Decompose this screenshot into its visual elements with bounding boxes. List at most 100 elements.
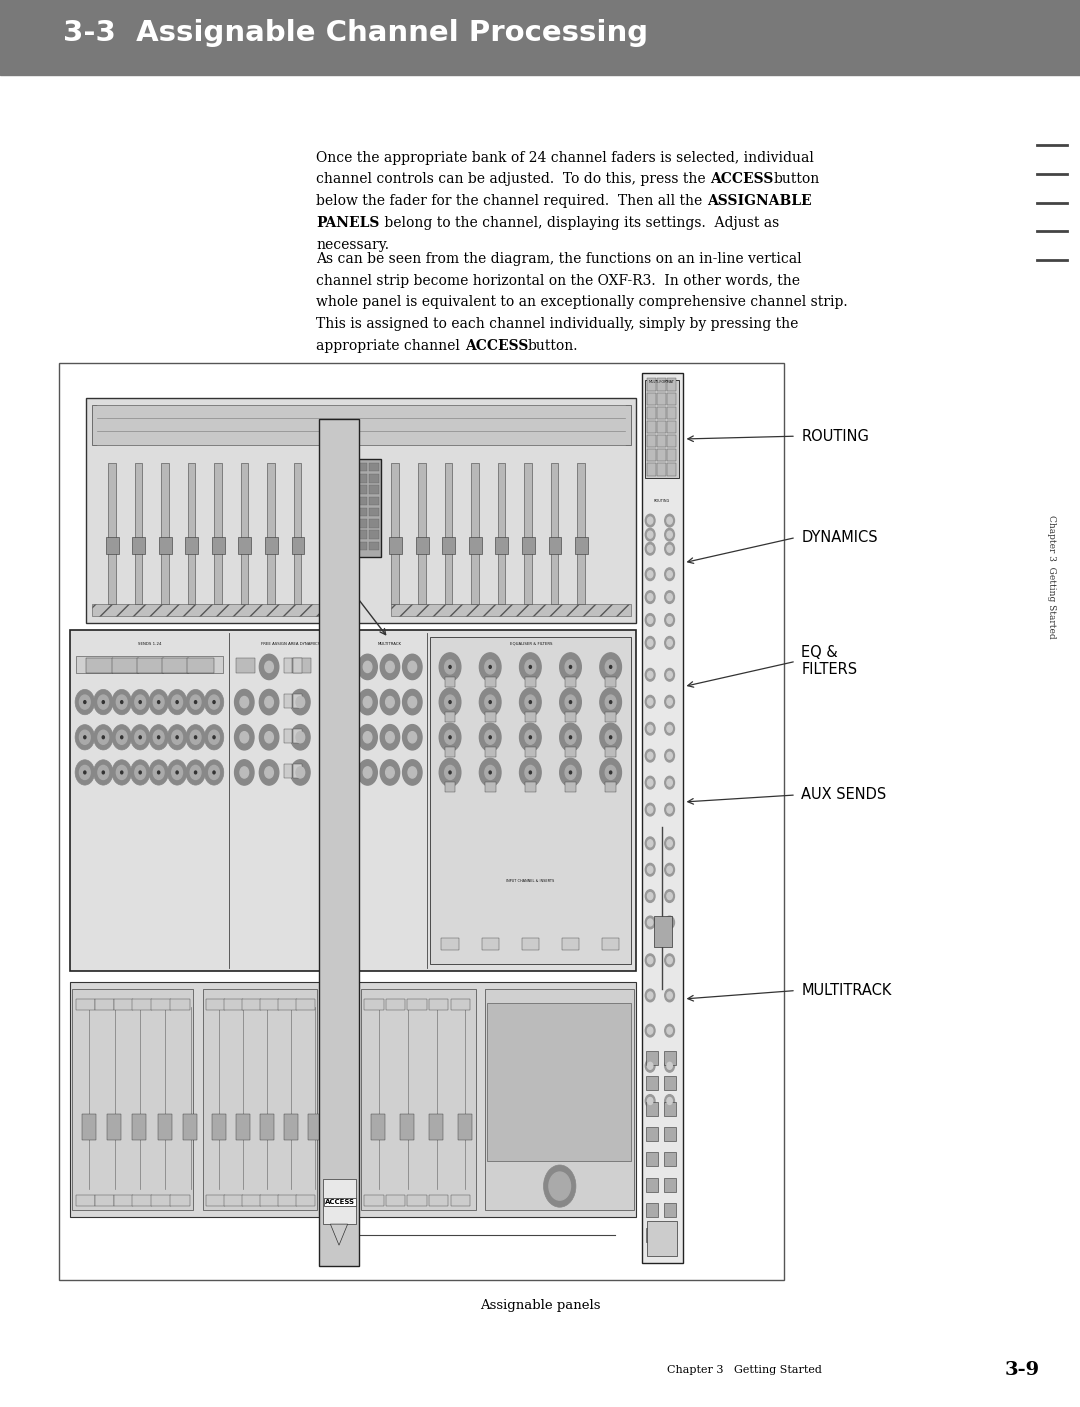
Circle shape bbox=[489, 736, 491, 739]
Text: INPUT CHANNEL & INSERTS: INPUT CHANNEL & INSERTS bbox=[507, 879, 554, 884]
Circle shape bbox=[158, 736, 160, 739]
Bar bbox=[657, 421, 666, 433]
Circle shape bbox=[84, 701, 86, 704]
Text: MULTI-FORMAT: MULTI-FORMAT bbox=[649, 380, 675, 384]
Bar bbox=[391, 463, 399, 604]
Circle shape bbox=[208, 730, 219, 744]
Bar bbox=[308, 1114, 322, 1140]
Circle shape bbox=[599, 688, 621, 716]
Circle shape bbox=[519, 758, 541, 787]
Bar bbox=[664, 1127, 676, 1141]
Circle shape bbox=[158, 771, 160, 774]
Circle shape bbox=[646, 750, 654, 763]
Circle shape bbox=[94, 725, 113, 750]
Circle shape bbox=[647, 992, 652, 999]
Circle shape bbox=[329, 696, 338, 708]
Circle shape bbox=[480, 758, 501, 787]
Circle shape bbox=[117, 765, 127, 779]
Circle shape bbox=[647, 530, 652, 539]
Circle shape bbox=[380, 689, 400, 715]
Bar bbox=[458, 1114, 472, 1140]
Text: necessary.: necessary. bbox=[316, 238, 390, 252]
Circle shape bbox=[440, 723, 461, 751]
Bar bbox=[407, 999, 427, 1010]
Bar bbox=[551, 463, 558, 604]
Bar bbox=[235, 1114, 249, 1140]
Circle shape bbox=[559, 758, 581, 787]
Bar bbox=[386, 999, 405, 1010]
Circle shape bbox=[485, 695, 496, 709]
Text: Chapter 3  Getting Started: Chapter 3 Getting Started bbox=[1048, 515, 1056, 639]
Bar bbox=[664, 1076, 676, 1090]
Text: below the fader for the channel required.  Then all the: below the fader for the channel required… bbox=[316, 194, 707, 208]
Bar bbox=[70, 982, 636, 1217]
Circle shape bbox=[176, 701, 178, 704]
Circle shape bbox=[519, 688, 541, 716]
Circle shape bbox=[324, 760, 343, 785]
Bar bbox=[416, 537, 429, 554]
Bar bbox=[496, 537, 509, 554]
Circle shape bbox=[139, 701, 141, 704]
Bar bbox=[646, 1178, 658, 1192]
Circle shape bbox=[665, 591, 674, 604]
Bar bbox=[442, 938, 459, 950]
Circle shape bbox=[158, 701, 160, 704]
Bar bbox=[206, 999, 226, 1010]
Circle shape bbox=[94, 689, 113, 715]
Circle shape bbox=[485, 730, 496, 744]
Bar bbox=[224, 1195, 243, 1206]
Circle shape bbox=[357, 689, 377, 715]
Circle shape bbox=[296, 732, 305, 743]
Circle shape bbox=[172, 695, 183, 709]
Bar bbox=[429, 1114, 443, 1140]
Bar bbox=[171, 999, 190, 1010]
Circle shape bbox=[647, 892, 652, 899]
Bar bbox=[364, 1195, 383, 1206]
Circle shape bbox=[525, 730, 536, 744]
Circle shape bbox=[665, 889, 674, 902]
Bar bbox=[323, 1179, 356, 1224]
Bar bbox=[657, 378, 666, 391]
Bar bbox=[667, 421, 676, 433]
Bar bbox=[265, 537, 278, 554]
Text: AUX SENDS: AUX SENDS bbox=[801, 788, 887, 802]
Bar bbox=[486, 989, 634, 1210]
Circle shape bbox=[403, 760, 422, 785]
Bar bbox=[267, 463, 274, 604]
Circle shape bbox=[363, 661, 372, 673]
Text: SENDS 1-24: SENDS 1-24 bbox=[137, 642, 161, 646]
Circle shape bbox=[234, 760, 254, 785]
Circle shape bbox=[665, 668, 674, 681]
Circle shape bbox=[529, 666, 531, 668]
Bar bbox=[345, 485, 354, 494]
Circle shape bbox=[647, 753, 652, 760]
Bar bbox=[212, 537, 225, 554]
Circle shape bbox=[449, 771, 451, 774]
Bar bbox=[92, 604, 330, 616]
Circle shape bbox=[204, 689, 224, 715]
Circle shape bbox=[665, 1059, 674, 1072]
Circle shape bbox=[569, 771, 571, 774]
Bar bbox=[158, 1114, 172, 1140]
Circle shape bbox=[667, 867, 672, 874]
Bar bbox=[646, 1152, 658, 1166]
Circle shape bbox=[559, 723, 581, 751]
Circle shape bbox=[213, 736, 215, 739]
Bar bbox=[345, 530, 354, 539]
Circle shape bbox=[646, 543, 654, 556]
Bar bbox=[345, 497, 354, 505]
Circle shape bbox=[667, 840, 672, 847]
Bar bbox=[664, 1152, 676, 1166]
Circle shape bbox=[357, 760, 377, 785]
Circle shape bbox=[667, 518, 672, 525]
Circle shape bbox=[121, 736, 123, 739]
Bar bbox=[0, 0, 1080, 75]
Bar bbox=[242, 999, 261, 1010]
Circle shape bbox=[646, 1059, 654, 1072]
Bar bbox=[522, 938, 539, 950]
Bar bbox=[260, 1114, 274, 1140]
Bar bbox=[369, 463, 379, 471]
Bar bbox=[86, 658, 113, 673]
Circle shape bbox=[646, 989, 654, 1002]
Bar bbox=[294, 658, 301, 673]
